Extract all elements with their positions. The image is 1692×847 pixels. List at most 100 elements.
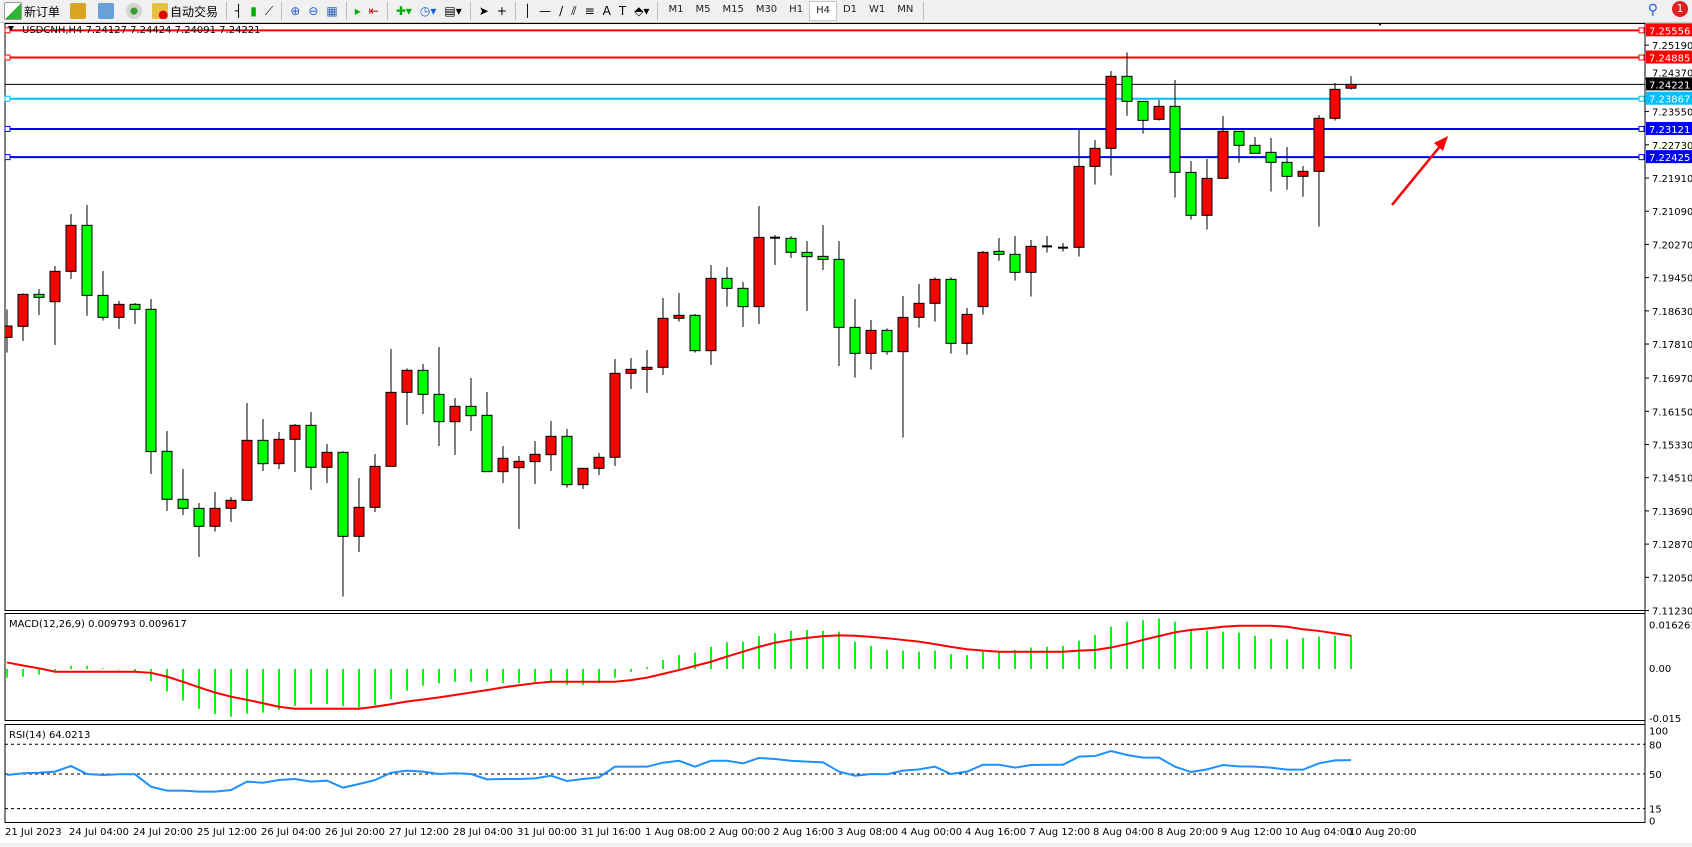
candle-body <box>257 439 269 465</box>
candle-body <box>929 278 941 304</box>
candle <box>1121 52 1133 116</box>
candle <box>145 299 157 475</box>
timeframe-m1[interactable]: M1 <box>668 4 684 15</box>
candle <box>17 293 29 341</box>
line-anchor <box>4 27 11 34</box>
vertical-line-icon[interactable]: │ <box>523 4 532 18</box>
divider <box>657 2 659 20</box>
candle <box>1169 80 1181 198</box>
candle <box>113 300 125 330</box>
time-label: 31 Jul 00:00 <box>517 827 577 838</box>
candles-group <box>5 29 1645 597</box>
divider <box>923 2 925 20</box>
candle-body <box>17 293 29 327</box>
price-tag <box>1646 77 1692 91</box>
candle-body <box>113 303 125 318</box>
candle <box>977 251 989 315</box>
candle-body <box>369 465 381 508</box>
candle-body <box>721 277 733 289</box>
horizontal-line-icon[interactable]: — <box>539 4 552 18</box>
price-tick-label: 7.14510 <box>1652 474 1692 485</box>
line-chart-icon[interactable]: ⟋ <box>264 3 274 18</box>
chart-shift-icon[interactable]: ⇤ <box>368 4 379 18</box>
line-anchor <box>1638 54 1645 61</box>
price-tick-label: 7.15330 <box>1652 440 1692 451</box>
divider <box>469 2 471 20</box>
candle <box>1281 147 1293 190</box>
rsi-label: RSI(14) 64.0213 <box>9 730 90 741</box>
time-label: 4 Aug 16:00 <box>965 827 1026 838</box>
zoom-out-icon[interactable]: ⊖ <box>308 4 319 18</box>
price-tick-label: 7.16150 <box>1652 407 1692 418</box>
timeframe-m15[interactable]: M15 <box>722 4 744 15</box>
candlestick-chart-icon[interactable]: ▮ <box>250 4 257 18</box>
candle-body <box>305 424 317 468</box>
auto-trading-button[interactable]: 自动交易 <box>148 1 222 21</box>
candle <box>529 440 541 485</box>
candle-body <box>1249 144 1261 154</box>
candle <box>785 236 797 259</box>
candle-body <box>1137 100 1149 121</box>
auto-scroll-icon[interactable]: ▸ <box>354 4 361 18</box>
candle <box>305 411 317 490</box>
candle-body <box>1185 171 1197 216</box>
candle <box>481 391 493 473</box>
timeframe-h1[interactable]: H1 <box>789 4 804 15</box>
candle-body <box>1121 75 1133 102</box>
notification-badge[interactable]: 1 <box>1672 1 1688 17</box>
macd-tick-label: 0.016261 <box>1649 621 1692 632</box>
timeframe-d1[interactable]: D1 <box>842 4 858 15</box>
timeframe-mn[interactable]: MN <box>897 4 914 15</box>
chart-shift-marker-icon <box>1378 23 1382 26</box>
rsi-tick-label: 80 <box>1649 740 1662 751</box>
templates-icon[interactable]: ▤▾ <box>444 4 462 18</box>
zoom-in-icon[interactable]: ⊕ <box>290 4 301 18</box>
indicators-icon[interactable]: ✚▾ <box>395 4 412 18</box>
divider <box>345 2 347 20</box>
candle <box>1329 83 1341 121</box>
candle <box>433 346 445 447</box>
candle-body <box>385 391 397 467</box>
time-label: 8 Aug 04:00 <box>1093 827 1154 838</box>
candle-body <box>993 250 1005 255</box>
candle <box>1025 239 1037 297</box>
price-tag <box>1646 150 1692 164</box>
equidistant-channel-icon[interactable]: ⫽ <box>571 3 577 18</box>
periods-icon[interactable]: ◷▾ <box>419 4 437 18</box>
candle-body <box>465 405 477 417</box>
price-tag <box>1646 50 1692 64</box>
text-label-icon[interactable]: T <box>618 4 627 18</box>
new-order-button[interactable]: 新订单 <box>0 1 64 21</box>
market-watch-icon[interactable] <box>70 3 87 19</box>
bar-chart-icon[interactable]: ┤ <box>235 4 243 18</box>
candle-body <box>145 308 157 453</box>
timeframe-m5[interactable]: M5 <box>695 4 711 15</box>
candle <box>1249 137 1261 154</box>
text-icon[interactable]: A <box>602 4 611 18</box>
cursor-icon[interactable]: ➤ <box>478 4 489 18</box>
tile-windows-icon[interactable]: ▦ <box>326 4 338 18</box>
terminal-icon[interactable] <box>98 3 115 19</box>
candle-body <box>289 424 301 440</box>
trendline-icon[interactable]: / <box>559 4 564 18</box>
search-icon[interactable]: ⚲ <box>1647 2 1658 18</box>
timeframe-h4[interactable]: H4 <box>809 1 837 21</box>
chart-background <box>0 23 1692 847</box>
signals-icon[interactable] <box>126 3 143 19</box>
price-tag <box>1646 23 1692 37</box>
fibonacci-icon[interactable]: ≡ <box>584 4 595 18</box>
timeframe-w1[interactable]: W1 <box>869 4 886 15</box>
candle-body <box>33 293 45 298</box>
candle <box>1265 138 1277 192</box>
candle <box>1345 76 1357 90</box>
candle <box>593 452 605 476</box>
crosshair-icon[interactable]: + <box>496 4 507 18</box>
candle-body <box>849 326 861 354</box>
candle-body <box>497 457 509 473</box>
annotation-arrowhead-icon <box>1434 136 1448 151</box>
arrows-icon[interactable]: ⬘▾ <box>634 4 650 18</box>
price-tick-label: 7.18630 <box>1652 307 1692 318</box>
candle <box>1089 139 1101 185</box>
timeframe-m30[interactable]: M30 <box>755 4 778 15</box>
chart-window[interactable]: 7.25190 7.24370 7.23550 7.22730 7.21910 7.210… <box>0 23 1692 847</box>
